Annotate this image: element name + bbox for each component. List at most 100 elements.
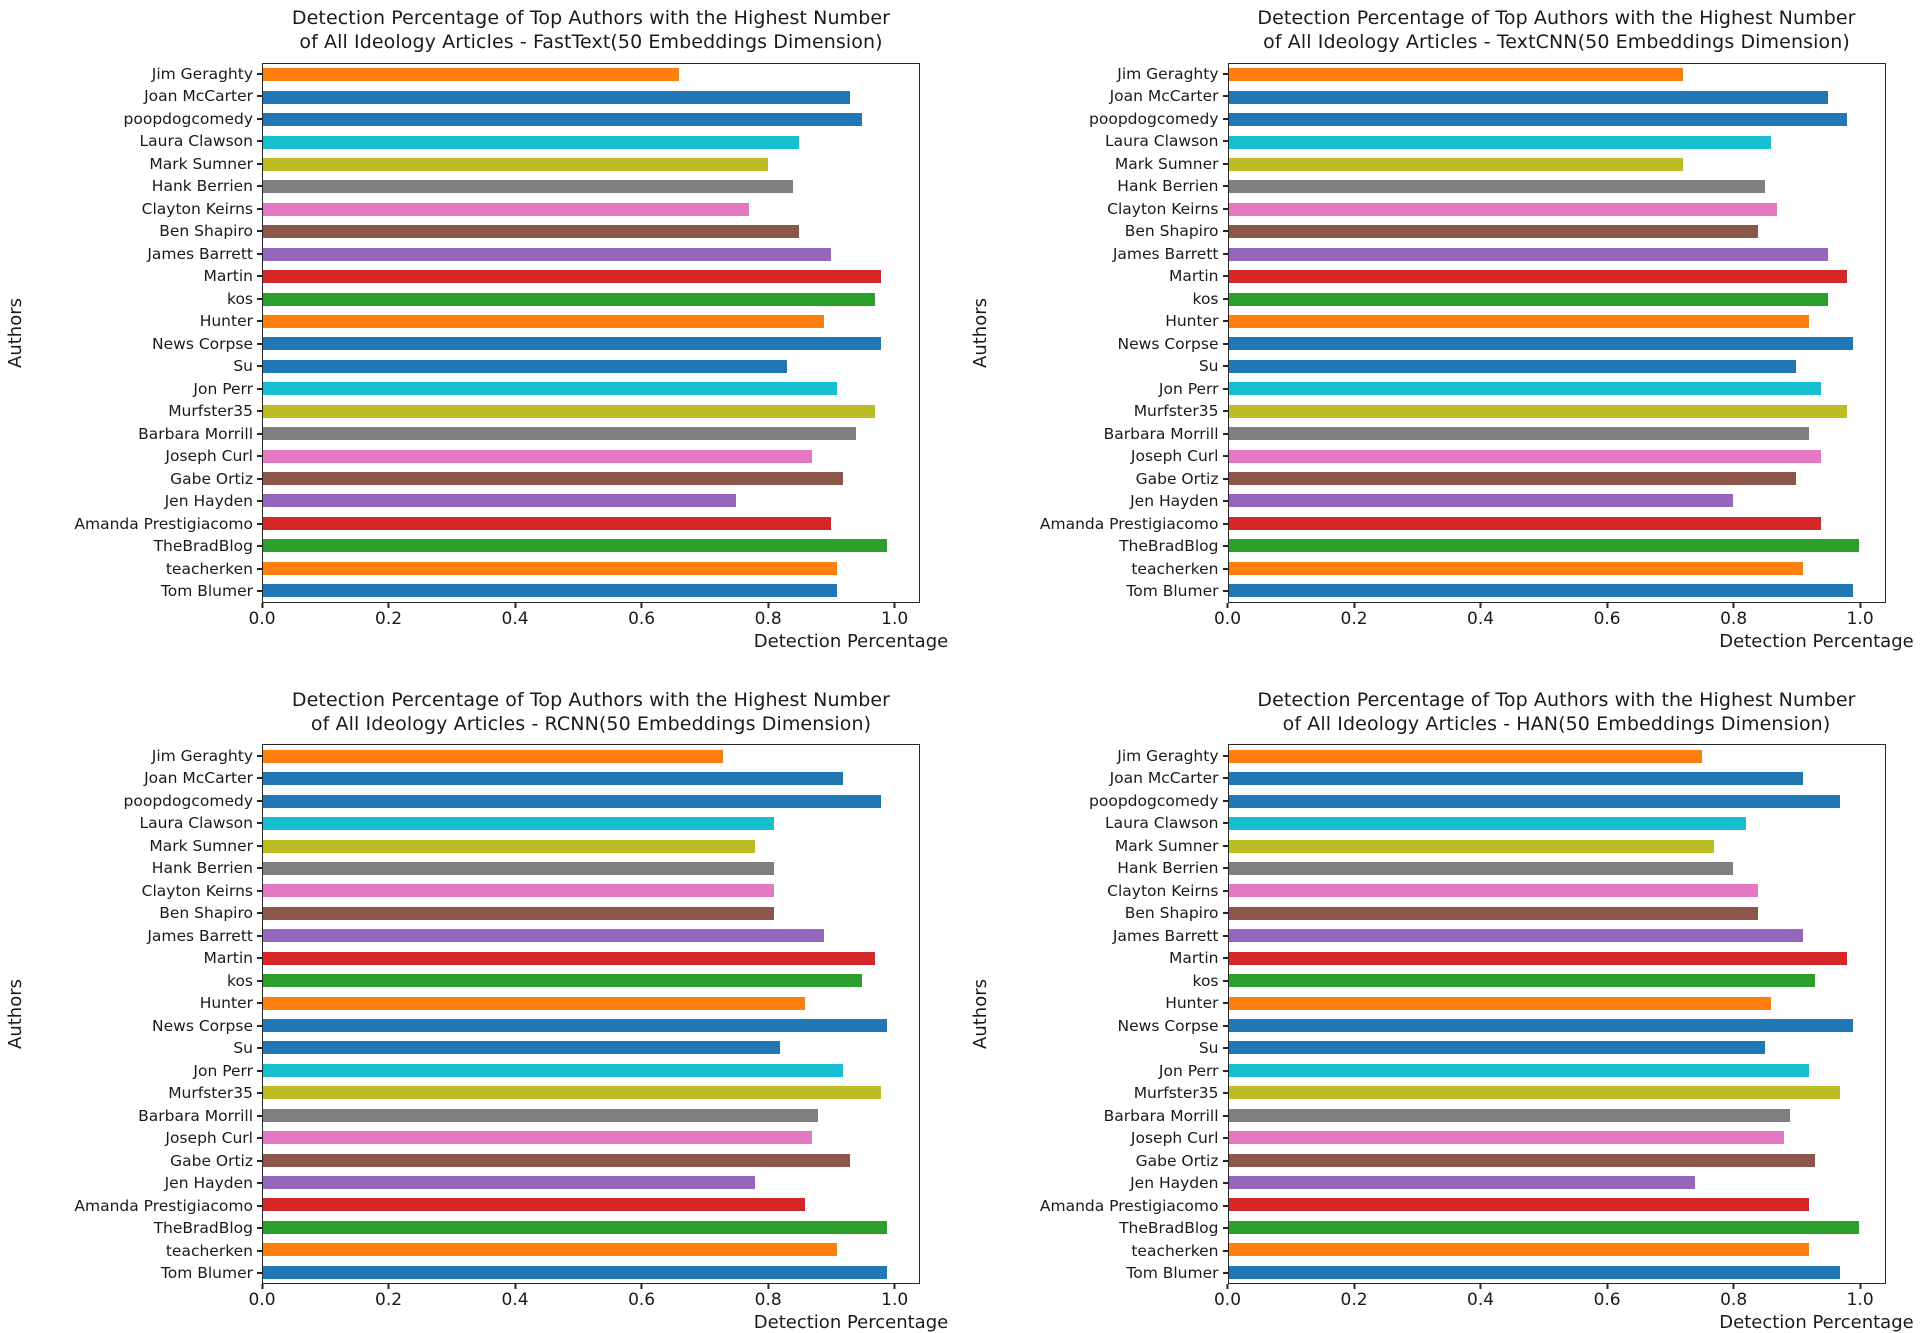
y-tick: Murfster35 [28, 1082, 262, 1105]
x-tick-label: 0.6 [628, 609, 655, 629]
y-tick: Joan McCarter [994, 767, 1228, 790]
bar-row [1229, 378, 1885, 400]
y-tick: Martin [994, 265, 1228, 288]
author-label-amanda-prestigiacomo: Amanda Prestigiacomo [74, 1197, 253, 1215]
bar-joseph-curl [263, 450, 812, 463]
bar-james-barrett [263, 248, 831, 261]
bar-hunter [263, 315, 824, 328]
y-tick: kos [28, 969, 262, 992]
y-tick: Jen Hayden [994, 490, 1228, 513]
author-label-martin: Martin [1169, 267, 1218, 285]
author-label-hunter: Hunter [200, 994, 253, 1012]
bar-row [1229, 1239, 1885, 1261]
bar-row [1229, 1082, 1885, 1104]
bar-thebradblog [1229, 1221, 1860, 1234]
bar-laura-clawson [1229, 136, 1771, 149]
author-label-hank-berrien: Hank Berrien [152, 859, 253, 877]
x-tick: 0.4 [1467, 1284, 1494, 1310]
y-tick: Joan McCarter [28, 85, 262, 108]
bar-row [1229, 355, 1885, 377]
chart-title: Detection Percentage of Top Authors with… [262, 688, 920, 737]
author-label-joan-mccarter: Joan McCarter [1110, 769, 1219, 787]
bar-james-barrett [1229, 248, 1828, 261]
bar-row [1229, 557, 1885, 579]
author-label-teacherken: teacherken [166, 560, 253, 578]
chart-title-line: Detection Percentage of Top Authors with… [262, 6, 920, 30]
author-label-teacherken: teacherken [1131, 1242, 1218, 1260]
bar-kos [263, 293, 875, 306]
bar-row [263, 221, 919, 243]
x-tick-label: 0.2 [1341, 609, 1368, 629]
x-tick-mark [1226, 603, 1228, 608]
y-tick: Jen Hayden [28, 490, 262, 513]
chart-title-line: Detection Percentage of Top Authors with… [1228, 6, 1886, 30]
author-label-jen-hayden: Jen Hayden [165, 492, 253, 510]
y-tick: Gabe Ortiz [994, 1149, 1228, 1172]
x-tick-label: 0.2 [375, 609, 402, 629]
bar-row [1229, 925, 1885, 947]
y-tick: Su [28, 355, 262, 378]
bar-row [263, 1149, 919, 1171]
y-tick: Jon Perr [28, 378, 262, 401]
chart-title: Detection Percentage of Top Authors with… [262, 6, 920, 55]
bar-martin [263, 270, 881, 283]
y-tick: Martin [28, 947, 262, 970]
x-tick-mark [388, 603, 390, 608]
bar-hank-berrien [263, 862, 774, 875]
bar-su [1229, 1041, 1765, 1054]
author-label-james-barrett: James Barrett [1113, 245, 1219, 263]
x-tick-mark [767, 603, 769, 608]
bar-tom-blumer [1229, 584, 1853, 597]
author-label-gabe-ortiz: Gabe Ortiz [170, 470, 253, 488]
bar-row [263, 1171, 919, 1193]
x-tick: 0.8 [755, 1284, 782, 1310]
bar-news-corpse [1229, 337, 1853, 350]
y-tick: Ben Shapiro [28, 220, 262, 243]
author-label-ben-shapiro: Ben Shapiro [159, 222, 253, 240]
y-tick: Amanda Prestigiacomo [28, 513, 262, 536]
bar-row [263, 880, 919, 902]
bar-jim-geraghty [263, 68, 679, 81]
bar-row [263, 176, 919, 198]
x-tick-label: 0.4 [1467, 609, 1494, 629]
y-axis-label: Authors [968, 63, 994, 603]
x-tick-label: 0.6 [1594, 1290, 1621, 1310]
y-tick: TheBradBlog [28, 1217, 262, 1240]
y-tick: Mark Sumner [994, 834, 1228, 857]
author-label-amanda-prestigiacomo: Amanda Prestigiacomo [1040, 515, 1219, 533]
y-tick: Gabe Ortiz [28, 1149, 262, 1172]
bar-row [263, 64, 919, 86]
y-tick: Jim Geraghty [28, 63, 262, 86]
author-label-tom-blumer: Tom Blumer [161, 582, 253, 600]
bar-row [1229, 1261, 1885, 1283]
bar-row [1229, 333, 1885, 355]
author-label-laura-clawson: Laura Clawson [140, 132, 253, 150]
y-tick: Gabe Ortiz [28, 468, 262, 491]
x-tick: 0.4 [502, 1284, 529, 1310]
y-tick: Su [28, 1037, 262, 1060]
author-label-murfster35: Murfster35 [168, 1084, 253, 1102]
bar-row [263, 1037, 919, 1059]
bar-row [1229, 108, 1885, 130]
y-tick: Ben Shapiro [994, 220, 1228, 243]
y-tick: Laura Clawson [28, 812, 262, 835]
author-label-poopdogcomedy: poopdogcomedy [1089, 792, 1218, 810]
x-tick: 0.8 [755, 603, 782, 629]
bar-row [263, 992, 919, 1014]
bar-row [263, 790, 919, 812]
y-tick: Murfster35 [994, 1082, 1228, 1105]
x-tick: 0.2 [375, 603, 402, 629]
author-label-gabe-ortiz: Gabe Ortiz [1136, 470, 1219, 488]
y-tick: Hunter [994, 310, 1228, 333]
bar-gabe-ortiz [1229, 1154, 1816, 1167]
bar-row [1229, 467, 1885, 489]
bar-row [263, 1059, 919, 1081]
x-tick: 1.0 [1847, 1284, 1874, 1310]
y-tick: Jon Perr [994, 1059, 1228, 1082]
author-label-jon-perr: Jon Perr [1159, 1062, 1219, 1080]
y-tick: Amanda Prestigiacomo [994, 513, 1228, 536]
author-label-jim-geraghty: Jim Geraghty [152, 747, 253, 765]
